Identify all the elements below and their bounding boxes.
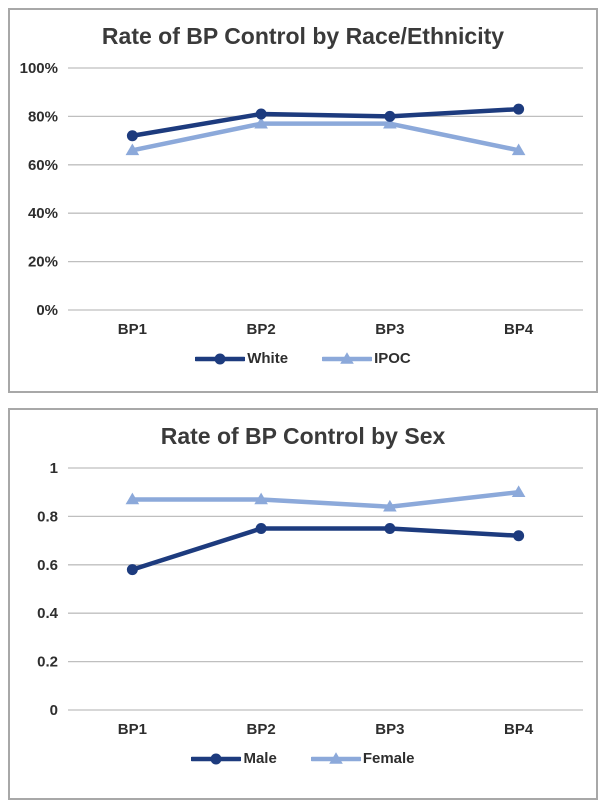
y-tick-label: 0% <box>36 302 58 319</box>
y-tick-label: 1 <box>50 460 58 477</box>
legend-item-ipoc: IPOC <box>322 350 411 367</box>
x-tick-label: BP2 <box>247 721 276 738</box>
female-data-point-BP2 <box>254 492 268 505</box>
male-data-point-BP3 <box>384 523 396 534</box>
x-tick-label: BP1 <box>118 321 147 338</box>
white-data-point-BP1 <box>126 130 138 142</box>
y-tick-label: 100% <box>20 60 58 77</box>
x-tick-label: BP1 <box>118 721 147 738</box>
legend-label-ipoc: IPOC <box>374 350 411 367</box>
female-data-point-BP1 <box>125 492 140 505</box>
race-ethnicity-chart-title: Rate of BP Control by Race/Ethnicity <box>101 23 505 49</box>
y-tick-label: 40% <box>28 205 58 222</box>
sex-legend: Male Female <box>10 750 596 767</box>
y-tick-label: 0.2 <box>37 654 58 671</box>
female-series-marker-icon <box>310 751 361 764</box>
sex-chart-title: Rate of BP Control by Sex <box>160 423 446 449</box>
white-series-line <box>130 106 521 139</box>
legend-triangle-marker <box>340 351 354 364</box>
legend-circle-marker <box>214 353 226 364</box>
white-data-point-BP2 <box>255 108 267 120</box>
female-data-point-BP4 <box>511 485 526 497</box>
race-ethnicity-line-chart: 0% 20% 40% 60% 80% 100% BP1 BP2 BP3 BP4 <box>20 60 583 338</box>
ipoc-series-marker-icon <box>322 351 373 364</box>
male-series-line <box>130 526 521 572</box>
ipoc-data-point-BP2 <box>254 116 268 129</box>
white-data-point-BP3 <box>384 110 396 122</box>
y-tick-label: 60% <box>28 157 58 174</box>
ipoc-series-line <box>130 121 521 153</box>
ipoc-data-point-BP3 <box>383 116 397 129</box>
x-tick-label: BP4 <box>504 321 534 338</box>
y-tick-label: 0.8 <box>37 508 58 525</box>
legend-label-female: Female <box>362 750 415 767</box>
x-tick-label: BP4 <box>504 721 534 738</box>
legend-item-female: Female <box>310 750 415 767</box>
x-tick-label: BP2 <box>247 321 276 338</box>
female-data-point-BP3 <box>383 499 397 512</box>
male-data-point-BP1 <box>126 564 138 576</box>
white-data-point-BP4 <box>513 103 525 115</box>
y-tick-label: 0.4 <box>37 605 59 622</box>
race-ethnicity-chart-panel: Rate of BP Control by Race/Ethnicity 0% 2… <box>8 8 598 393</box>
ipoc-data-point-BP1 <box>125 143 140 156</box>
sex-chart-panel: Rate of BP Control by Sex 0 0.2 0.4 0.6 0.8 1… <box>8 408 598 800</box>
white-series-marker-icon <box>195 353 246 364</box>
legend-label-white: White <box>247 350 289 367</box>
y-tick-label: 0.6 <box>37 557 58 574</box>
male-data-point-BP2 <box>255 523 267 534</box>
race-ethnicity-legend: White IPOC <box>10 350 596 367</box>
y-tick-label: 0 <box>50 702 58 719</box>
x-tick-label: BP3 <box>375 721 404 738</box>
y-tick-label: 20% <box>28 254 58 271</box>
legend-circle-marker <box>210 753 222 764</box>
ipoc-data-point-BP4 <box>511 143 526 156</box>
legend-label-male: Male <box>243 750 277 767</box>
legend-item-white: White <box>195 350 288 367</box>
male-data-point-BP4 <box>513 530 525 542</box>
y-tick-label: 80% <box>28 108 58 125</box>
female-series-line <box>130 489 521 509</box>
legend-item-male: Male <box>191 750 277 767</box>
x-tick-label: BP3 <box>375 321 404 338</box>
legend-triangle-marker <box>329 751 343 764</box>
male-series-marker-icon <box>191 753 242 764</box>
sex-line-chart: 0 0.2 0.4 0.6 0.8 1 BP1 BP2 BP3 BP4 <box>37 460 583 738</box>
